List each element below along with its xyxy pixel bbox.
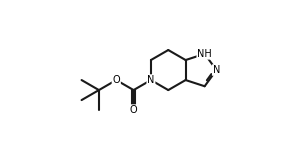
Text: N: N (213, 65, 220, 75)
Text: NH: NH (197, 49, 212, 59)
Text: O: O (130, 105, 137, 115)
Text: O: O (112, 75, 120, 85)
Text: N: N (147, 75, 155, 85)
